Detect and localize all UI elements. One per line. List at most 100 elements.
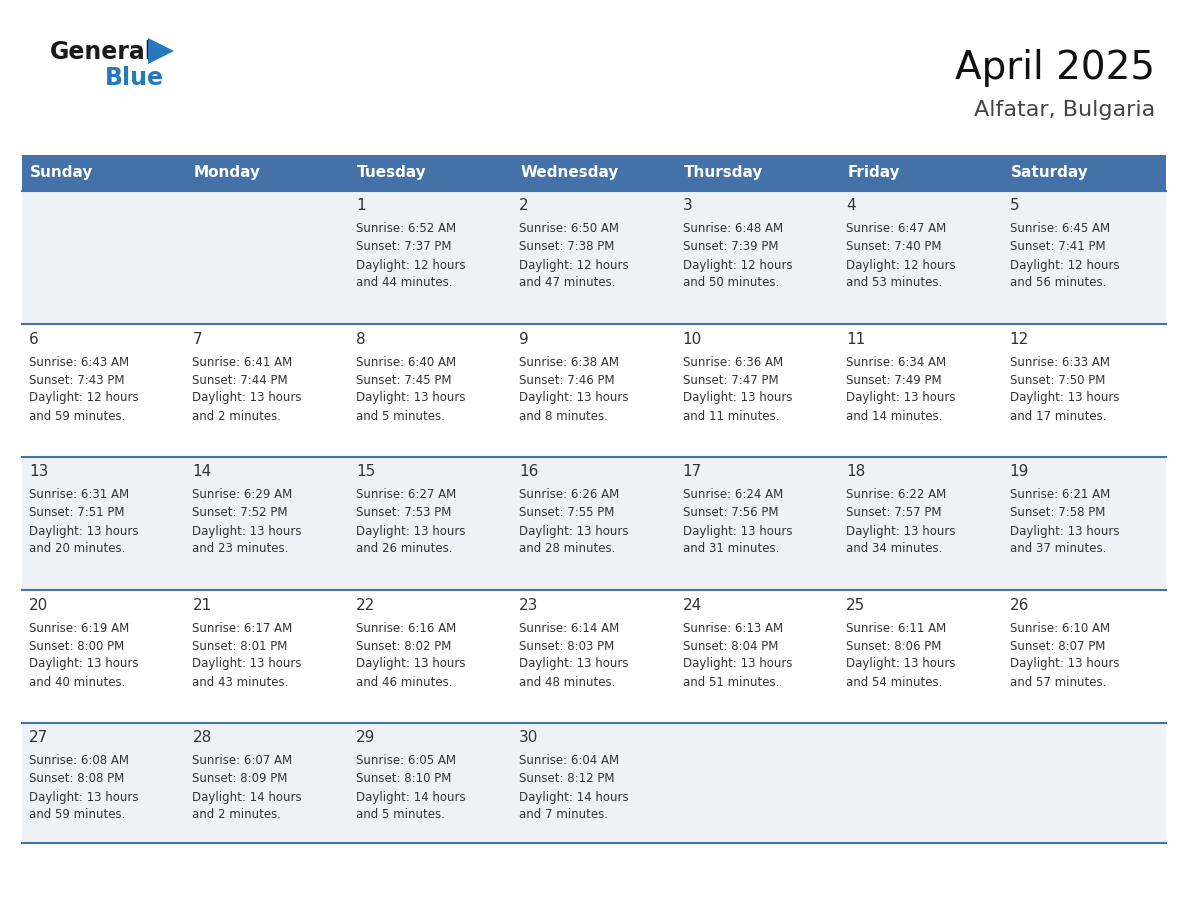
Text: Sunset: 7:38 PM: Sunset: 7:38 PM bbox=[519, 241, 614, 253]
Text: Sunrise: 6:07 AM: Sunrise: 6:07 AM bbox=[192, 755, 292, 767]
Text: General: General bbox=[50, 40, 154, 64]
Bar bbox=[23, 155, 1165, 191]
Text: Daylight: 13 hours: Daylight: 13 hours bbox=[1010, 391, 1119, 405]
Text: Sunrise: 6:36 AM: Sunrise: 6:36 AM bbox=[683, 355, 783, 368]
Text: and 14 minutes.: and 14 minutes. bbox=[846, 409, 942, 422]
Text: Sunset: 8:09 PM: Sunset: 8:09 PM bbox=[192, 773, 287, 786]
Text: 7: 7 bbox=[192, 331, 202, 346]
Text: Sunrise: 6:38 AM: Sunrise: 6:38 AM bbox=[519, 355, 619, 368]
Text: Sunrise: 6:10 AM: Sunrise: 6:10 AM bbox=[1010, 621, 1110, 634]
Bar bbox=[23, 723, 1165, 843]
Text: Sunrise: 6:11 AM: Sunrise: 6:11 AM bbox=[846, 621, 947, 634]
Text: and 23 minutes.: and 23 minutes. bbox=[192, 543, 289, 555]
Text: and 53 minutes.: and 53 minutes. bbox=[846, 276, 942, 289]
Text: Sunset: 8:12 PM: Sunset: 8:12 PM bbox=[519, 773, 614, 786]
Bar bbox=[23, 324, 1165, 457]
Text: Daylight: 13 hours: Daylight: 13 hours bbox=[683, 391, 792, 405]
Text: Sunrise: 6:41 AM: Sunrise: 6:41 AM bbox=[192, 355, 292, 368]
Text: Daylight: 13 hours: Daylight: 13 hours bbox=[192, 524, 302, 538]
Text: and 20 minutes.: and 20 minutes. bbox=[29, 543, 126, 555]
Text: 27: 27 bbox=[29, 731, 49, 745]
Text: Sunrise: 6:40 AM: Sunrise: 6:40 AM bbox=[356, 355, 456, 368]
Text: Daylight: 13 hours: Daylight: 13 hours bbox=[1010, 524, 1119, 538]
Text: Thursday: Thursday bbox=[684, 165, 763, 181]
Text: Sunrise: 6:27 AM: Sunrise: 6:27 AM bbox=[356, 488, 456, 501]
Text: Sunset: 7:58 PM: Sunset: 7:58 PM bbox=[1010, 507, 1105, 520]
Text: 9: 9 bbox=[519, 331, 529, 346]
Text: Sunrise: 6:04 AM: Sunrise: 6:04 AM bbox=[519, 755, 619, 767]
Text: Sunrise: 6:17 AM: Sunrise: 6:17 AM bbox=[192, 621, 292, 634]
Text: Tuesday: Tuesday bbox=[356, 165, 426, 181]
Text: Sunrise: 6:21 AM: Sunrise: 6:21 AM bbox=[1010, 488, 1110, 501]
Text: Sunrise: 6:05 AM: Sunrise: 6:05 AM bbox=[356, 755, 456, 767]
Text: 3: 3 bbox=[683, 198, 693, 214]
Text: 26: 26 bbox=[1010, 598, 1029, 612]
Text: Sunrise: 6:19 AM: Sunrise: 6:19 AM bbox=[29, 621, 129, 634]
Text: Daylight: 12 hours: Daylight: 12 hours bbox=[1010, 259, 1119, 272]
Text: Daylight: 13 hours: Daylight: 13 hours bbox=[846, 657, 955, 670]
Text: and 2 minutes.: and 2 minutes. bbox=[192, 809, 282, 822]
Text: 13: 13 bbox=[29, 465, 49, 479]
Text: 22: 22 bbox=[356, 598, 375, 612]
Text: Monday: Monday bbox=[194, 165, 260, 181]
Text: Daylight: 13 hours: Daylight: 13 hours bbox=[356, 657, 466, 670]
Text: Sunset: 8:06 PM: Sunset: 8:06 PM bbox=[846, 640, 942, 653]
Text: Daylight: 13 hours: Daylight: 13 hours bbox=[29, 657, 139, 670]
Text: Daylight: 13 hours: Daylight: 13 hours bbox=[519, 524, 628, 538]
Text: 8: 8 bbox=[356, 331, 366, 346]
Text: Daylight: 12 hours: Daylight: 12 hours bbox=[683, 259, 792, 272]
Text: Sunset: 8:02 PM: Sunset: 8:02 PM bbox=[356, 640, 451, 653]
Text: Daylight: 13 hours: Daylight: 13 hours bbox=[519, 657, 628, 670]
Text: Wednesday: Wednesday bbox=[520, 165, 619, 181]
Text: Alfatar, Bulgaria: Alfatar, Bulgaria bbox=[974, 100, 1155, 120]
Text: Sunset: 8:10 PM: Sunset: 8:10 PM bbox=[356, 773, 451, 786]
Text: Sunset: 8:00 PM: Sunset: 8:00 PM bbox=[29, 640, 125, 653]
Text: and 44 minutes.: and 44 minutes. bbox=[356, 276, 453, 289]
Text: Sunrise: 6:45 AM: Sunrise: 6:45 AM bbox=[1010, 222, 1110, 236]
Text: Sunset: 8:01 PM: Sunset: 8:01 PM bbox=[192, 640, 287, 653]
Text: Sunrise: 6:43 AM: Sunrise: 6:43 AM bbox=[29, 355, 129, 368]
Text: and 7 minutes.: and 7 minutes. bbox=[519, 809, 608, 822]
Text: Daylight: 13 hours: Daylight: 13 hours bbox=[29, 790, 139, 803]
Text: Daylight: 13 hours: Daylight: 13 hours bbox=[356, 391, 466, 405]
Text: 18: 18 bbox=[846, 465, 865, 479]
Text: Daylight: 12 hours: Daylight: 12 hours bbox=[846, 259, 956, 272]
Text: and 43 minutes.: and 43 minutes. bbox=[192, 676, 289, 688]
Text: Sunset: 8:07 PM: Sunset: 8:07 PM bbox=[1010, 640, 1105, 653]
Text: and 28 minutes.: and 28 minutes. bbox=[519, 543, 615, 555]
Text: Sunrise: 6:24 AM: Sunrise: 6:24 AM bbox=[683, 488, 783, 501]
Text: Saturday: Saturday bbox=[1011, 165, 1088, 181]
Text: Sunset: 8:08 PM: Sunset: 8:08 PM bbox=[29, 773, 125, 786]
Text: and 5 minutes.: and 5 minutes. bbox=[356, 809, 444, 822]
Text: Daylight: 13 hours: Daylight: 13 hours bbox=[29, 524, 139, 538]
Text: Sunrise: 6:31 AM: Sunrise: 6:31 AM bbox=[29, 488, 129, 501]
Text: Sunset: 7:52 PM: Sunset: 7:52 PM bbox=[192, 507, 287, 520]
Text: 15: 15 bbox=[356, 465, 375, 479]
Text: Sunrise: 6:13 AM: Sunrise: 6:13 AM bbox=[683, 621, 783, 634]
Text: Sunrise: 6:26 AM: Sunrise: 6:26 AM bbox=[519, 488, 619, 501]
Text: Daylight: 14 hours: Daylight: 14 hours bbox=[192, 790, 302, 803]
Text: and 48 minutes.: and 48 minutes. bbox=[519, 676, 615, 688]
Text: Sunset: 7:55 PM: Sunset: 7:55 PM bbox=[519, 507, 614, 520]
Text: and 59 minutes.: and 59 minutes. bbox=[29, 809, 126, 822]
Text: and 57 minutes.: and 57 minutes. bbox=[1010, 676, 1106, 688]
Text: and 2 minutes.: and 2 minutes. bbox=[192, 409, 282, 422]
Text: Sunrise: 6:16 AM: Sunrise: 6:16 AM bbox=[356, 621, 456, 634]
Text: and 17 minutes.: and 17 minutes. bbox=[1010, 409, 1106, 422]
Text: Daylight: 13 hours: Daylight: 13 hours bbox=[356, 524, 466, 538]
Text: Daylight: 13 hours: Daylight: 13 hours bbox=[192, 391, 302, 405]
Text: Sunrise: 6:08 AM: Sunrise: 6:08 AM bbox=[29, 755, 129, 767]
Polygon shape bbox=[148, 38, 173, 64]
Text: Sunset: 8:04 PM: Sunset: 8:04 PM bbox=[683, 640, 778, 653]
Bar bbox=[23, 590, 1165, 723]
Text: Sunrise: 6:29 AM: Sunrise: 6:29 AM bbox=[192, 488, 292, 501]
Text: 29: 29 bbox=[356, 731, 375, 745]
Text: and 11 minutes.: and 11 minutes. bbox=[683, 409, 779, 422]
Text: Sunset: 7:51 PM: Sunset: 7:51 PM bbox=[29, 507, 125, 520]
Text: and 56 minutes.: and 56 minutes. bbox=[1010, 276, 1106, 289]
Text: and 50 minutes.: and 50 minutes. bbox=[683, 276, 779, 289]
Text: 16: 16 bbox=[519, 465, 538, 479]
Text: Daylight: 14 hours: Daylight: 14 hours bbox=[519, 790, 628, 803]
Text: 23: 23 bbox=[519, 598, 538, 612]
Text: Sunset: 7:37 PM: Sunset: 7:37 PM bbox=[356, 241, 451, 253]
